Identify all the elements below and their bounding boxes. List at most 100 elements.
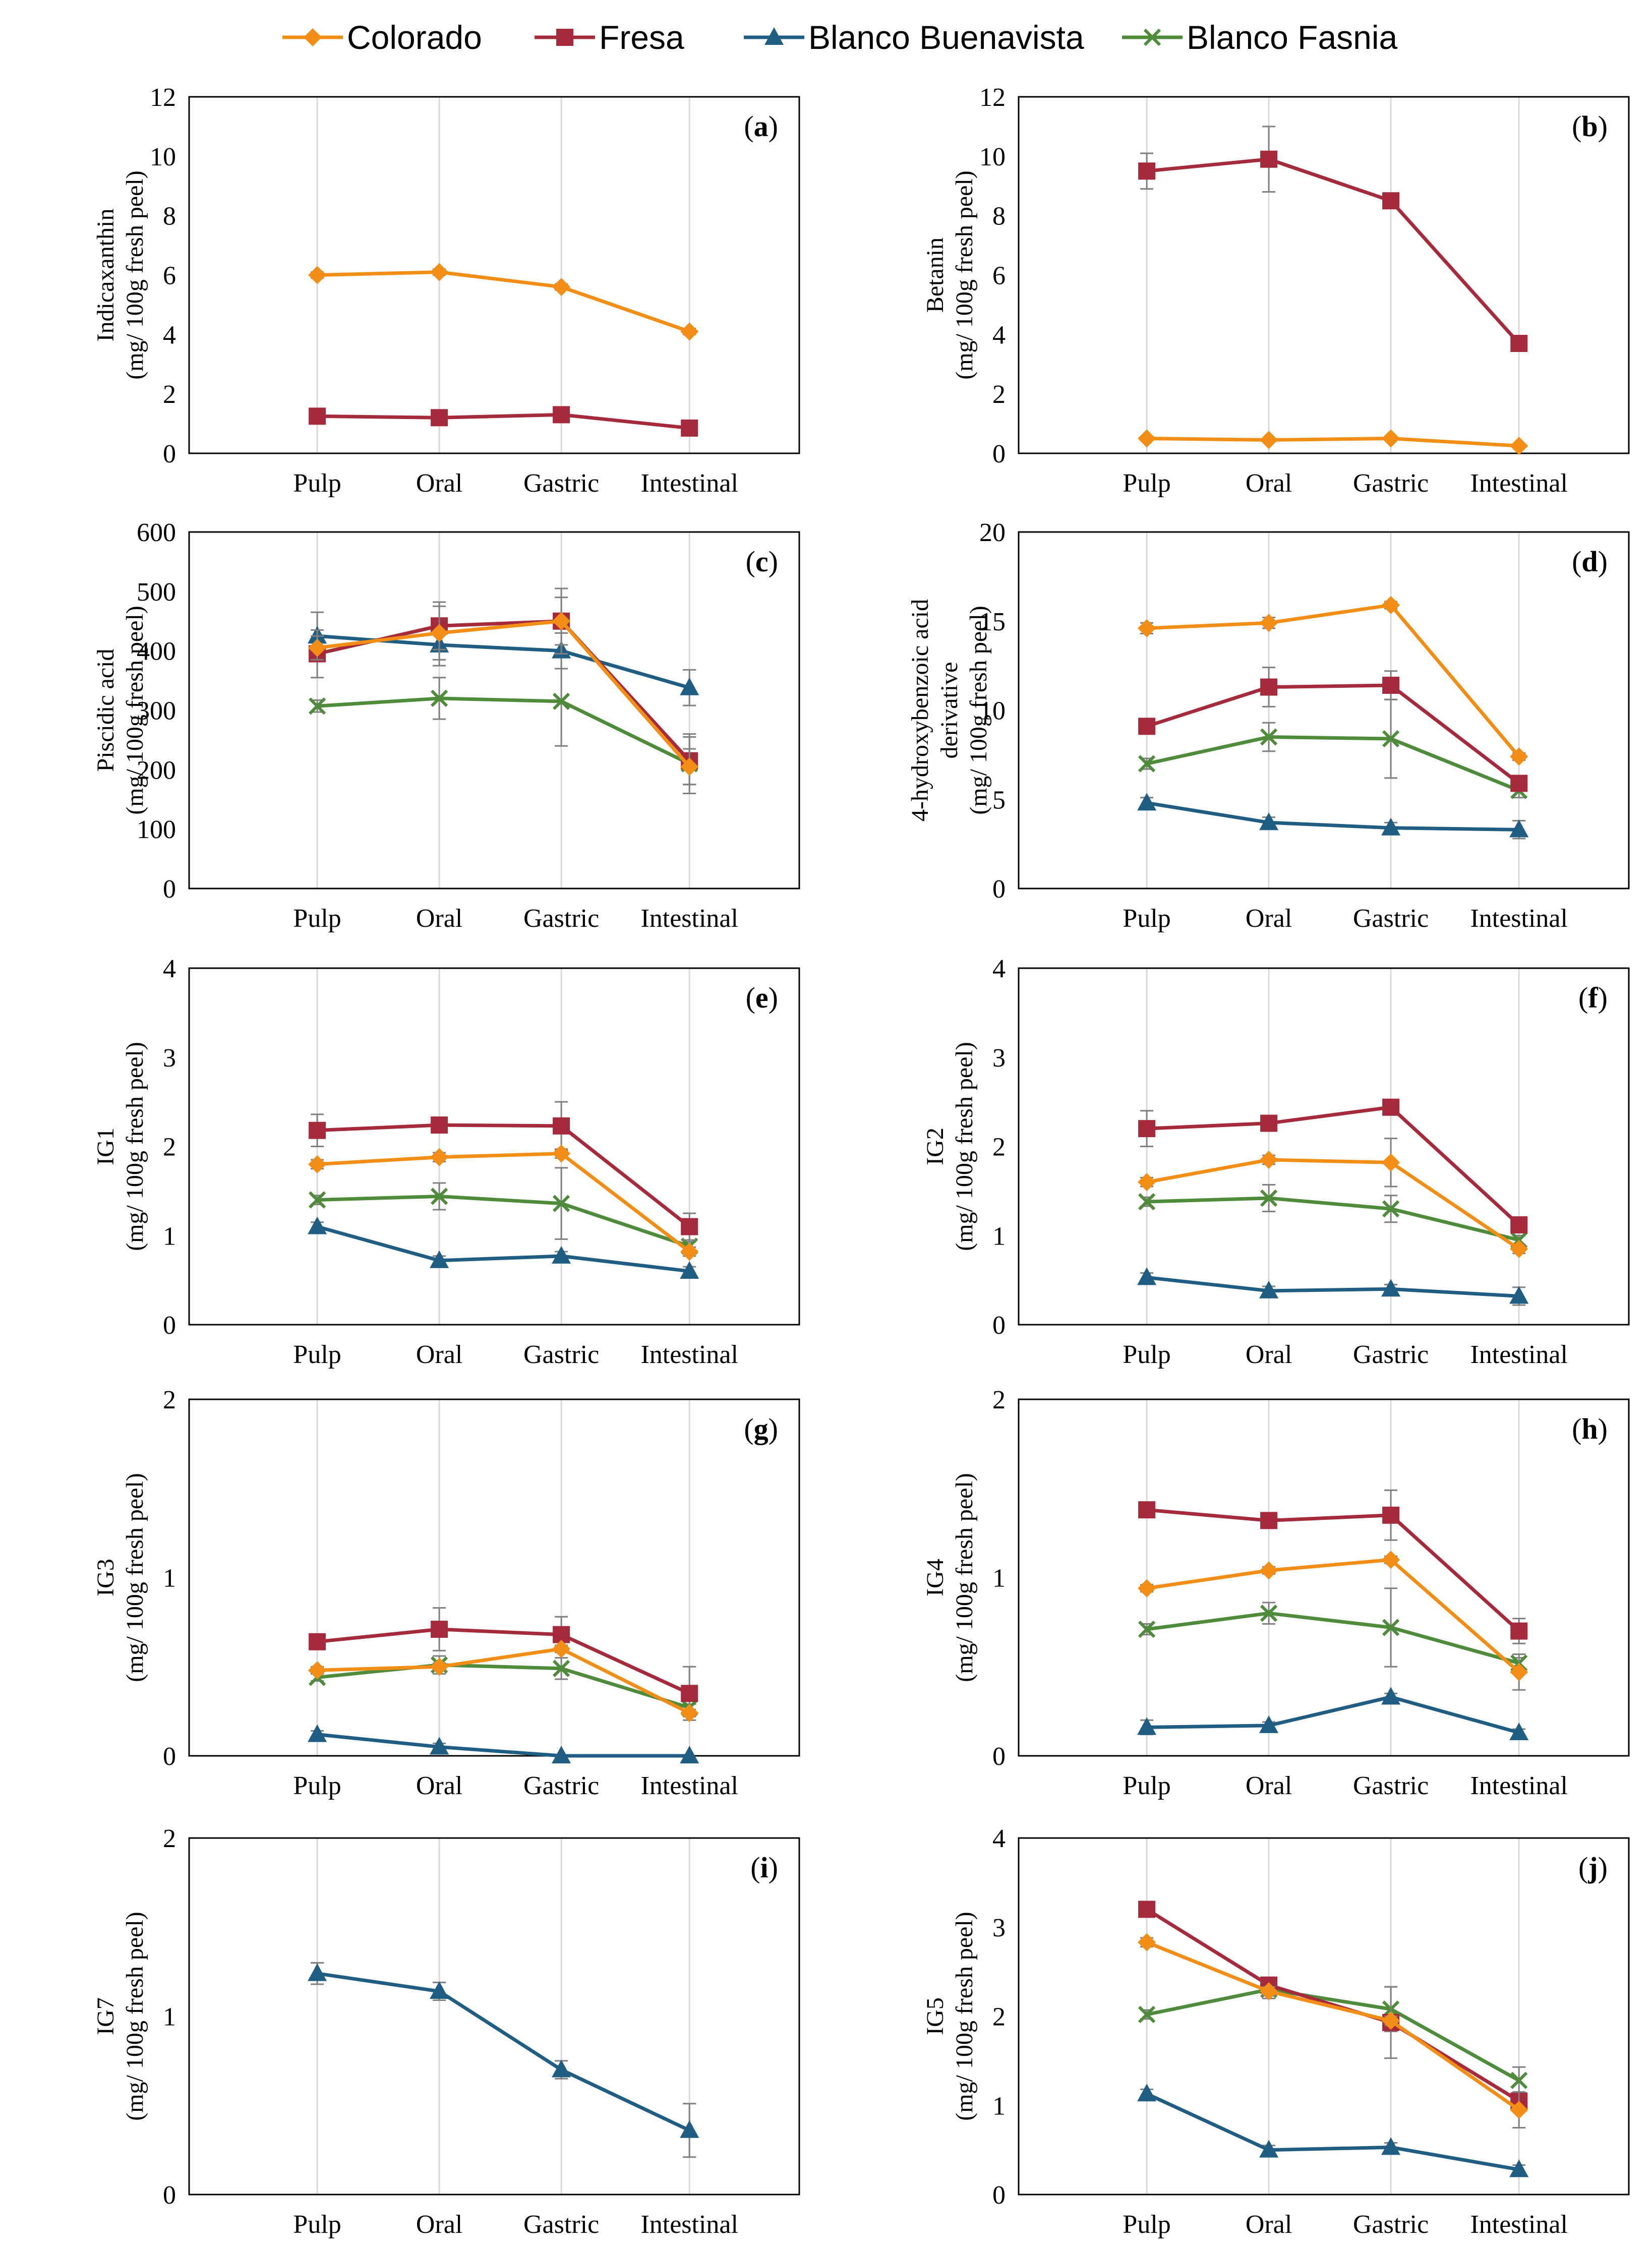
y-tick-label: 0 — [163, 1311, 176, 1340]
x-tick-label: Oral — [1246, 469, 1292, 498]
x-tick-label: Gastric — [523, 469, 599, 498]
x-tick-label: Intestinal — [1470, 904, 1568, 933]
y-tick-label: 1 — [163, 2003, 176, 2032]
series-line — [1147, 2094, 1519, 2169]
y-tick-label: 1 — [992, 1564, 1006, 1593]
series-line — [1147, 1613, 1519, 1663]
plot-area — [1019, 532, 1629, 889]
series-colorado — [308, 1145, 698, 1261]
legend-item: Fresa — [535, 19, 684, 56]
panel-h: 012Pulp Oral Gastric IntestinalIG4 (mg/ 100g… — [922, 1386, 1629, 1800]
series-blanco-buenavista — [1137, 1267, 1528, 1305]
series-fresa — [309, 406, 698, 437]
y-tick-label: 1 — [163, 1222, 176, 1251]
x-tick-label: Oral — [1246, 2210, 1292, 2239]
data-point — [1510, 775, 1527, 792]
series-fresa — [309, 1102, 698, 1240]
data-point — [1138, 1933, 1156, 1951]
x-tick-label: Oral — [1246, 904, 1292, 933]
y-tick-label: 12 — [150, 83, 176, 112]
data-point — [430, 1148, 448, 1166]
panel-tag: (c) — [746, 545, 778, 578]
series-line — [1147, 1697, 1519, 1733]
x-tick-label: Oral — [416, 1340, 462, 1369]
y-axis-label: IG2 (mg/ 100g fresh peel) — [922, 1042, 978, 1251]
y-tick-label: 20 — [979, 518, 1006, 547]
panel-j: 0 1 2 3 4 Pulp Oral Gastric Intestinal IG5 (mg/ 10… — [922, 1824, 1629, 2239]
y-tick-label: 0 — [163, 1742, 176, 1771]
series-colorado — [1138, 1139, 1528, 1258]
plot-area — [1019, 1399, 1629, 1756]
plot-area — [189, 968, 799, 1325]
y-axis-label: 4-hydroxybenzoic acid derivative (mg/ 100g… — [907, 599, 992, 821]
plot-area — [1019, 1838, 1629, 2195]
data-point — [309, 1122, 326, 1139]
data-point — [553, 1117, 570, 1135]
chart-panels: 024681012Pulp Oral Gastric IntestinalIndica… — [92, 83, 1629, 2239]
y-tick-label: 4 — [163, 321, 176, 349]
data-point — [1138, 1901, 1155, 1918]
data-point — [1138, 1501, 1155, 1518]
data-point — [1510, 437, 1528, 455]
series-line — [1147, 737, 1519, 791]
y-tick-label: 0 — [992, 440, 1006, 468]
plot-area — [189, 1838, 799, 2195]
series-colorado — [1138, 430, 1528, 455]
data-point — [1138, 1120, 1155, 1137]
y-tick-label: 1 — [163, 1564, 176, 1593]
data-point — [1137, 1267, 1156, 1285]
series-blanco-buenavista — [1137, 2084, 1528, 2177]
data-point — [1260, 1561, 1278, 1579]
series-line — [1147, 1510, 1519, 1631]
data-point — [1510, 1623, 1527, 1640]
y-axis-label: IG4 (mg/ 100g fresh peel) — [922, 1473, 978, 1682]
y-tick-label: 0 — [163, 440, 176, 468]
data-point — [308, 1155, 326, 1173]
x-tick-label: Pulp — [1123, 1340, 1170, 1369]
series-line — [317, 1154, 689, 1252]
data-point — [308, 266, 326, 284]
series-blanco-buenavista — [308, 1725, 699, 1763]
series-line — [317, 621, 689, 767]
data-point — [552, 2060, 571, 2078]
series-fresa — [1138, 668, 1527, 792]
data-point — [1382, 192, 1399, 209]
panel-b: 024681012Pulp Oral Gastric IntestinalBetani… — [922, 83, 1629, 498]
series-line — [1147, 803, 1519, 830]
legend-item: Blanco Buenavista — [744, 19, 1084, 56]
y-tick-label: 0 — [163, 2181, 176, 2210]
series-blanco-buenavista — [308, 1217, 699, 1279]
y-axis-label: Piscidic acid (mg/ 100g fresh peel) — [92, 606, 148, 815]
series-colorado — [308, 263, 698, 341]
x-tick-label: Intestinal — [1470, 1771, 1568, 1800]
series-line — [1147, 159, 1519, 343]
series-fresa — [1138, 127, 1527, 352]
y-tick-label: 4 — [992, 321, 1006, 349]
data-point — [308, 1725, 327, 1742]
x-tick-label: Pulp — [293, 469, 341, 498]
y-tick-label: 3 — [992, 1914, 1006, 1942]
y-tick-label: 0 — [992, 2181, 1006, 2210]
panel-d: 05101520Pulp Oral Gastric Intestinal4-hydro… — [907, 518, 1629, 933]
data-point — [553, 406, 570, 423]
series-blanco-fasnia — [1139, 699, 1526, 798]
data-point — [308, 1964, 327, 1981]
series-line — [317, 1974, 689, 2130]
data-point — [1138, 619, 1156, 637]
x-tick-label: Pulp — [1123, 1771, 1170, 1800]
panel-e: 0 1 2 3 4 Pulp Oral Gastric Intestinal IG1 (mg/ 10… — [92, 955, 799, 1369]
series-line — [1147, 439, 1519, 446]
data-point — [1382, 677, 1399, 694]
panel-tag: (d) — [1572, 545, 1608, 578]
data-point — [430, 263, 448, 281]
series-line — [1147, 1198, 1519, 1240]
panel-tag: (j) — [1578, 1851, 1608, 1884]
y-tick-label: 500 — [137, 578, 176, 607]
legend-marker — [556, 29, 573, 46]
series-line — [317, 272, 689, 332]
y-axis-label: Indicaxanthin (mg/ 100g fresh peel) — [92, 170, 148, 380]
x-tick-label: Gastric — [523, 904, 599, 933]
data-point — [309, 407, 326, 425]
panel-tag: (f) — [1578, 981, 1608, 1014]
x-tick-label: Oral — [416, 1771, 462, 1800]
